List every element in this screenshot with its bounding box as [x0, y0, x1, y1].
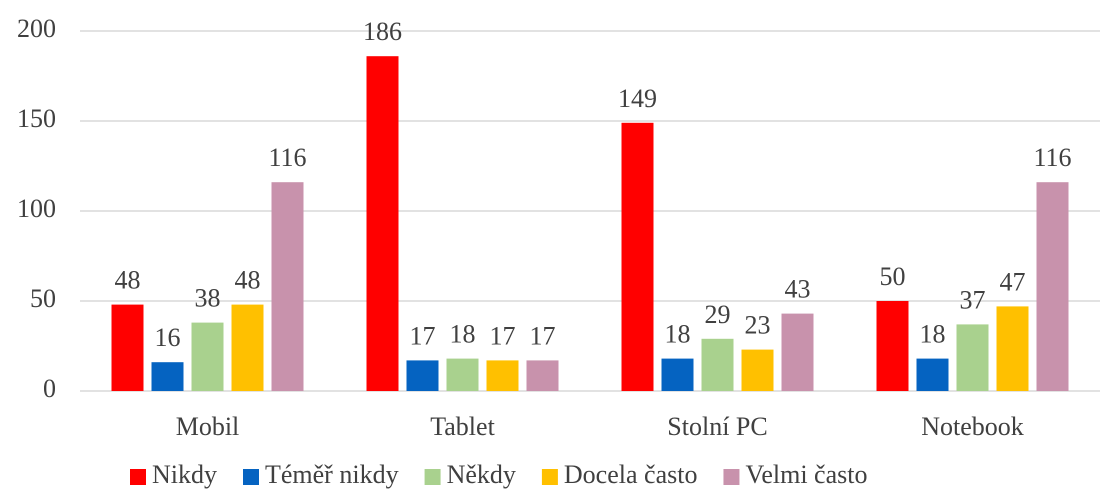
y-tick-label: 150 [17, 104, 56, 133]
bar [486, 360, 519, 391]
legend-label: Velmi často [745, 460, 867, 489]
value-label: 48 [115, 266, 141, 295]
bar [446, 358, 479, 391]
bar [1036, 182, 1069, 391]
bar [876, 301, 909, 391]
value-label: 43 [785, 275, 811, 304]
bar [271, 182, 304, 391]
bar [701, 338, 734, 391]
legend-swatch [723, 469, 740, 485]
y-tick-label: 0 [43, 374, 56, 403]
bar [406, 360, 439, 391]
legend-swatch [541, 469, 558, 485]
bar [661, 358, 694, 391]
bar [956, 324, 989, 391]
y-tick-label: 200 [17, 14, 56, 43]
bar [231, 304, 264, 391]
bar [916, 358, 949, 391]
y-tick-label: 50 [30, 284, 56, 313]
value-label: 186 [363, 17, 402, 46]
value-label: 17 [410, 321, 436, 350]
legend-label: Docela často [564, 460, 698, 489]
bar [526, 360, 559, 391]
legend-swatch [130, 469, 146, 485]
bar [191, 322, 224, 391]
value-label: 116 [268, 143, 306, 172]
bar [781, 313, 814, 391]
x-tick-label: Tablet [430, 412, 495, 441]
bar [741, 349, 774, 391]
legend-swatch [243, 469, 259, 485]
x-tick-label: Mobil [176, 412, 240, 441]
bar [996, 306, 1029, 391]
legend-label: Téměř nikdy [265, 460, 399, 489]
value-label: 18 [450, 320, 476, 349]
y-tick-label: 100 [17, 194, 56, 223]
value-label: 38 [195, 284, 221, 313]
bar [621, 122, 654, 392]
value-label: 23 [745, 311, 771, 340]
bar [151, 362, 184, 391]
value-label: 17 [530, 321, 556, 350]
value-label: 29 [705, 300, 731, 329]
value-label: 18 [920, 320, 946, 349]
value-label: 37 [960, 285, 986, 314]
legend-swatch [424, 469, 441, 485]
legend-label: Někdy [447, 460, 516, 489]
value-label: 50 [880, 262, 906, 291]
value-label: 16 [155, 323, 181, 352]
value-label: 18 [665, 320, 691, 349]
value-label: 48 [235, 266, 261, 295]
bar [111, 304, 144, 391]
value-label: 149 [618, 84, 657, 113]
x-tick-label: Stolní PC [667, 412, 767, 441]
x-tick-label: Notebook [921, 412, 1024, 441]
legend-label: Nikdy [152, 460, 217, 489]
bar [366, 56, 399, 391]
value-label: 116 [1033, 143, 1071, 172]
value-label: 47 [1000, 267, 1026, 296]
value-label: 17 [490, 321, 516, 350]
